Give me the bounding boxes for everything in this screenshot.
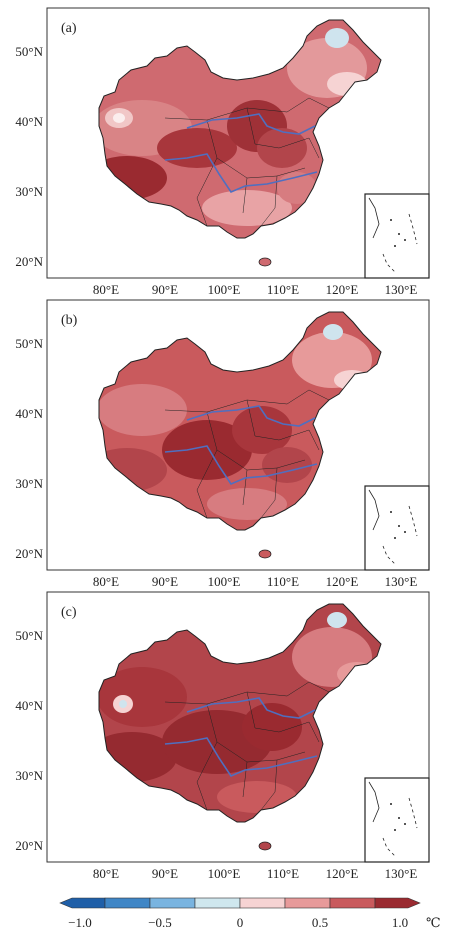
rivers [164, 697, 318, 777]
colorbar-segment [194, 897, 241, 909]
lon-tick: 130°E [385, 574, 418, 589]
lat-tick: 30°N [15, 476, 43, 491]
panel-c: (c) [15, 591, 430, 881]
lat-tick: 20°N [15, 546, 43, 561]
south-china-sea-inset [364, 777, 430, 863]
lat-tick: 40°N [15, 698, 43, 713]
panel-label: (b) [61, 313, 78, 328]
lon-tick: 80°E [93, 866, 119, 881]
hainan-island [258, 841, 272, 851]
panel-a: (a) [15, 7, 430, 297]
lon-tick: 80°E [93, 574, 119, 589]
panel-b: (b) [15, 299, 430, 589]
province-borders [164, 97, 330, 227]
lon-tick: 90°E [152, 574, 178, 589]
lon-tick: 90°E [152, 282, 178, 297]
lon-tick: 130°E [385, 866, 418, 881]
lon-tick: 120°E [326, 574, 359, 589]
colorbar-segment [329, 897, 376, 909]
panel-label: (c) [61, 605, 77, 620]
colorbar-tick-label: 1.0 [392, 915, 408, 930]
colorbar-tick-label: −1.0 [68, 915, 92, 930]
south-china-sea-inset [364, 193, 430, 279]
lon-tick: 120°E [326, 866, 359, 881]
rivers [164, 405, 318, 485]
colorbar-segment [374, 897, 421, 909]
lat-tick: 40°N [15, 114, 43, 129]
province-borders [164, 681, 330, 811]
lat-tick: 50°N [15, 44, 43, 59]
colorbar-segments [59, 897, 421, 909]
lat-tick: 50°N [15, 628, 43, 643]
colorbar-segment [239, 897, 286, 909]
lon-tick: 130°E [385, 282, 418, 297]
colorbar-segment [59, 897, 106, 909]
lat-tick: 30°N [15, 768, 43, 783]
lon-tick: 110°E [267, 866, 299, 881]
colorbar: −1.0 −0.5 0 0.5 1.0 ℃ [59, 897, 441, 930]
colorbar-segment [104, 897, 151, 909]
colorbar-tick-label: 0.5 [312, 915, 328, 930]
lon-tick: 120°E [326, 282, 359, 297]
province-borders [164, 389, 330, 519]
lon-tick: 100°E [208, 866, 241, 881]
lat-tick: 20°N [15, 254, 43, 269]
colorbar-tick-label: −0.5 [148, 915, 172, 930]
rivers [164, 113, 318, 193]
panel-label: (a) [61, 21, 77, 36]
lon-tick: 110°E [267, 574, 299, 589]
lon-tick: 110°E [267, 282, 299, 297]
lat-tick: 50°N [15, 336, 43, 351]
hainan-island [258, 257, 272, 267]
colorbar-unit: ℃ [426, 915, 441, 930]
lon-tick: 90°E [152, 866, 178, 881]
lat-tick: 30°N [15, 184, 43, 199]
lat-tick: 20°N [15, 838, 43, 853]
colorbar-segment [284, 897, 331, 909]
lat-tick: 40°N [15, 406, 43, 421]
colorbar-segment [149, 897, 196, 909]
colorbar-tick-label: 0 [237, 915, 244, 930]
south-china-sea-inset [364, 485, 430, 571]
hainan-island [258, 549, 272, 559]
lon-tick: 100°E [208, 574, 241, 589]
lon-tick: 100°E [208, 282, 241, 297]
lon-tick: 80°E [93, 282, 119, 297]
